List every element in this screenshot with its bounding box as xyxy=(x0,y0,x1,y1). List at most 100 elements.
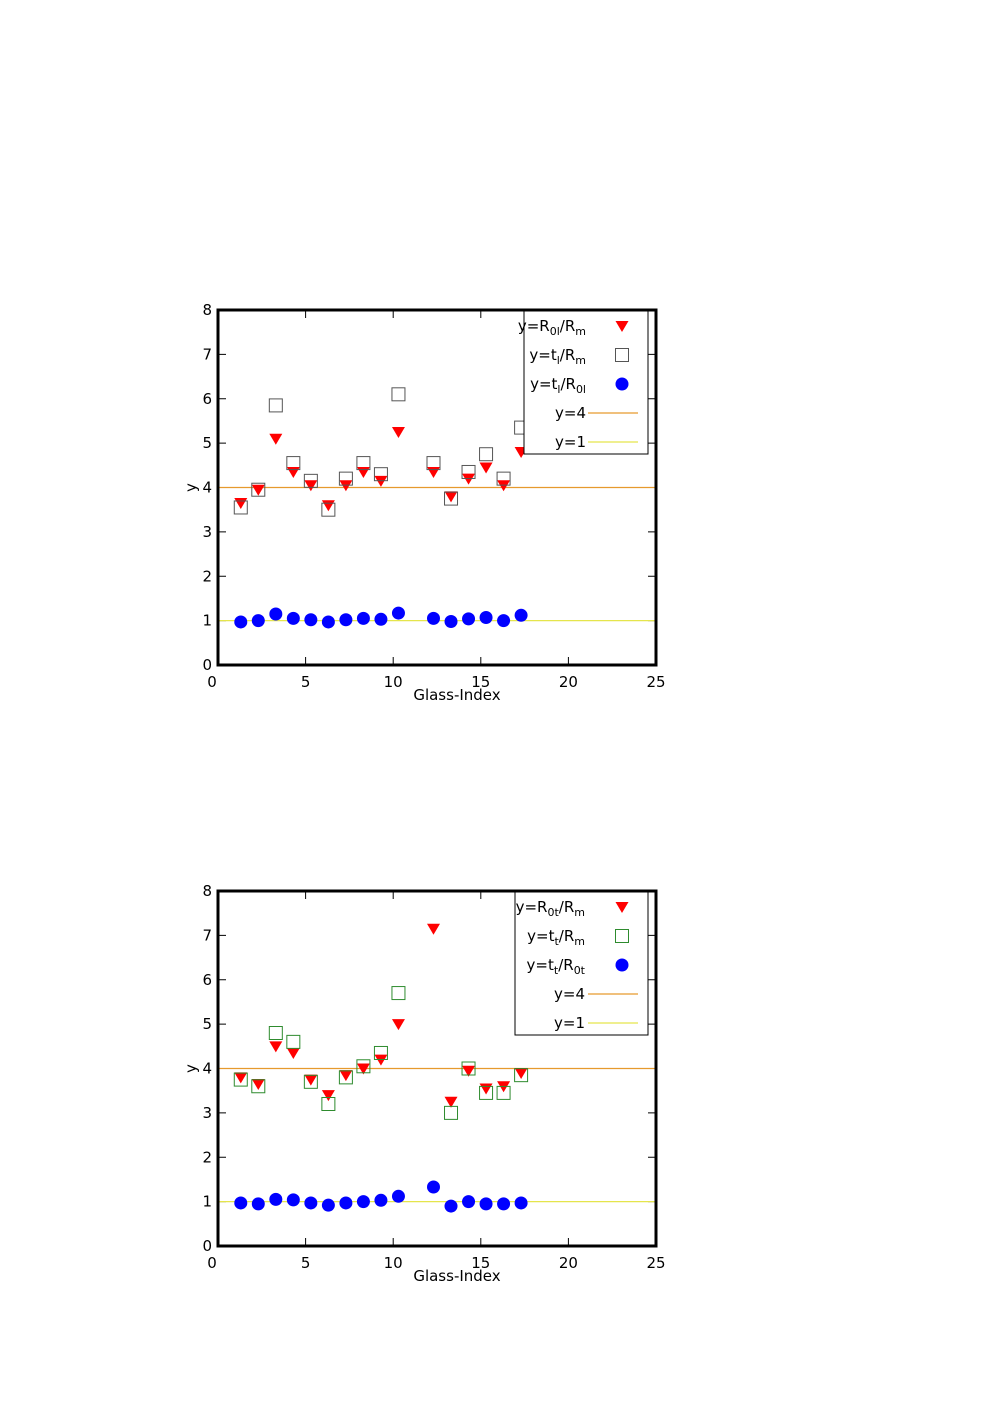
data-point-series-1 xyxy=(251,1079,265,1091)
data-point-series-1 xyxy=(444,491,458,503)
data-point-series-2 xyxy=(338,1070,353,1085)
data-point-series-2 xyxy=(356,1059,371,1074)
data-point-series-3 xyxy=(514,608,528,622)
data-point-series-1 xyxy=(339,1070,353,1082)
data-point-series-3 xyxy=(497,614,511,628)
x-tick-label: 20 xyxy=(559,1254,578,1272)
data-point-series-3 xyxy=(479,611,493,625)
y-tick-label: 0 xyxy=(202,1237,212,1255)
chart-panel-bottom: 0 5 10 15 20 25 0 1 2 3 4 5 6 7 8 Glass-Index y y=R0t/Rm y… xyxy=(182,882,666,1285)
data-point-series-3 xyxy=(304,1196,318,1210)
data-point-series-2 xyxy=(496,471,511,486)
data-point-series-1 xyxy=(497,480,511,492)
x-tick-label: 0 xyxy=(207,1254,217,1272)
data-point-series-1 xyxy=(234,1072,248,1084)
data-point-series-3 xyxy=(374,1193,388,1207)
data-point-series-3 xyxy=(444,615,458,629)
x-axis-label: Glass-Index xyxy=(413,1267,500,1285)
x-axis-label: Glass-Index xyxy=(413,686,500,704)
data-point-series-1 xyxy=(356,1063,370,1075)
data-point-series-1 xyxy=(479,462,493,474)
data-point-series-3 xyxy=(234,615,248,629)
data-point-series-3 xyxy=(339,613,353,627)
legend-label: y=tl/R0l xyxy=(530,375,586,396)
data-point-series-3 xyxy=(321,1198,335,1212)
data-point-series-1 xyxy=(514,1067,528,1079)
legend-swatch xyxy=(615,348,629,362)
data-point-series-3 xyxy=(269,607,283,621)
data-point-series-2 xyxy=(303,1074,318,1089)
data-point-series-1 xyxy=(269,1041,283,1053)
data-point-series-1 xyxy=(304,480,318,492)
data-point-series-3 xyxy=(497,1197,511,1211)
y-tick-label: 4 xyxy=(202,1060,212,1078)
x-tick-label: 5 xyxy=(301,673,311,691)
legend-label: y=4 xyxy=(555,404,586,422)
data-point-series-2 xyxy=(233,500,248,515)
legend-label: y=tt/R0t xyxy=(527,956,586,977)
x-tick-label: 5 xyxy=(301,1254,311,1272)
data-point-series-2 xyxy=(251,482,266,497)
data-point-series-1 xyxy=(391,427,405,439)
data-point-series-1 xyxy=(304,1074,318,1086)
data-point-series-3 xyxy=(462,1195,476,1209)
legend-swatch xyxy=(615,958,629,972)
plot-frame xyxy=(216,308,658,667)
data-point-series-2 xyxy=(251,1079,266,1094)
data-point-series-3 xyxy=(286,1193,300,1207)
data-point-series-2 xyxy=(514,1068,529,1083)
data-point-series-2 xyxy=(444,491,459,506)
x-tick-label: 10 xyxy=(384,673,403,691)
data-point-series-3 xyxy=(426,611,440,625)
data-point-series-2 xyxy=(268,398,283,413)
data-point-series-2 xyxy=(496,1085,511,1100)
x-tick-label: 15 xyxy=(471,673,490,691)
data-point-series-1 xyxy=(321,500,335,512)
data-point-series-2 xyxy=(338,471,353,486)
data-point-series-2 xyxy=(461,464,476,479)
legend-label: y=tt/Rm xyxy=(527,927,585,948)
legend-swatch xyxy=(615,321,629,332)
y-tick-label: 7 xyxy=(202,345,212,363)
data-point-series-3 xyxy=(356,611,370,625)
data-point-series-3 xyxy=(391,606,405,620)
data-point-series-2 xyxy=(479,447,494,462)
data-point-series-1 xyxy=(479,1083,493,1095)
y-tick-label: 2 xyxy=(202,1148,212,1166)
data-point-series-3 xyxy=(234,1196,248,1210)
y-tick-label: 4 xyxy=(202,479,212,497)
data-point-series-3 xyxy=(321,615,335,629)
legend-label: y=1 xyxy=(555,433,586,451)
y-axis-label: y xyxy=(182,1064,200,1073)
data-point-series-3 xyxy=(479,1197,493,1211)
y-tick-label: 6 xyxy=(202,390,212,408)
data-point-series-2 xyxy=(286,1034,301,1049)
plot-frame xyxy=(216,889,658,1248)
data-point-series-3 xyxy=(374,612,388,626)
data-point-series-3 xyxy=(514,1196,528,1210)
data-point-series-1 xyxy=(426,466,440,478)
legend-label: y=tl/Rm xyxy=(529,346,586,367)
data-point-series-2 xyxy=(303,473,318,488)
x-tick-label: 15 xyxy=(471,1254,490,1272)
y-tick-label: 1 xyxy=(202,1193,212,1211)
chart-panel-top: 0 5 10 15 20 25 0 1 2 3 4 5 6 7 8 Glass-Index y y=R0l/Rm y… xyxy=(182,301,666,704)
data-point-series-1 xyxy=(444,1096,458,1108)
data-point-series-1 xyxy=(321,1090,335,1102)
data-point-series-3 xyxy=(444,1199,458,1213)
data-point-series-1 xyxy=(374,475,388,487)
data-point-series-1 xyxy=(462,473,476,485)
data-point-series-1 xyxy=(234,498,248,510)
data-point-series-3 xyxy=(391,1189,405,1203)
y-tick-label: 0 xyxy=(202,656,212,674)
data-point-series-3 xyxy=(356,1195,370,1209)
data-point-series-2 xyxy=(461,1061,476,1076)
data-point-series-3 xyxy=(251,1197,265,1211)
x-tick-label: 0 xyxy=(207,673,217,691)
data-point-series-2 xyxy=(391,387,406,402)
data-point-series-2 xyxy=(286,456,301,471)
x-tick-label: 25 xyxy=(646,1254,665,1272)
data-point-series-2 xyxy=(426,456,441,471)
y-tick-label: 3 xyxy=(202,523,212,541)
